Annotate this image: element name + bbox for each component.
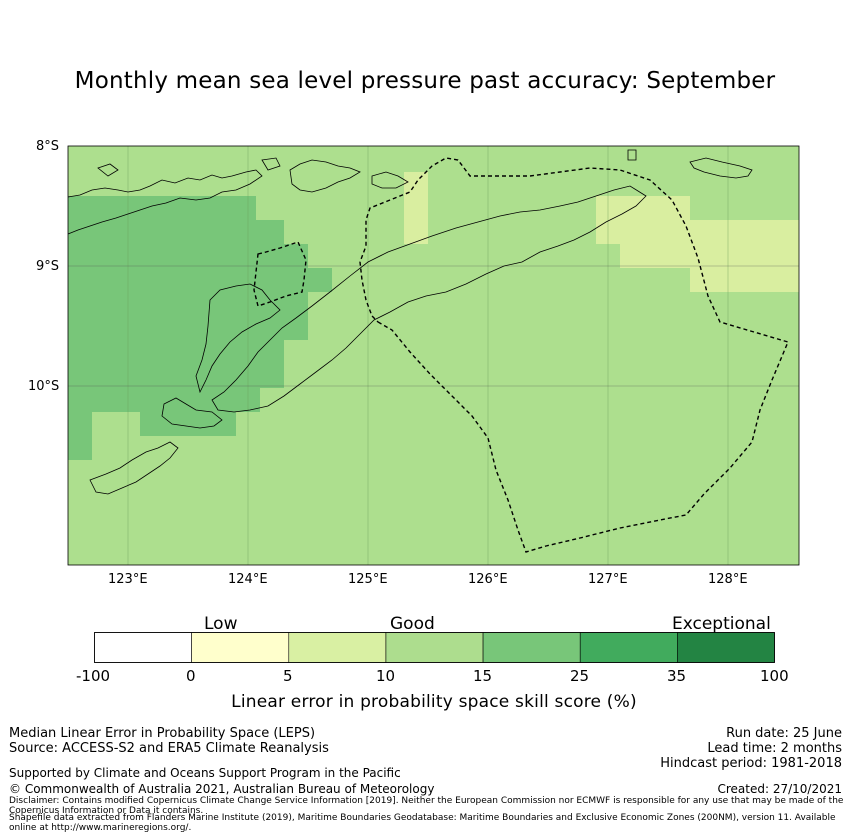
footer-method: Median Linear Error in Probability Space… [9,726,316,741]
colorbar-tick-100: 100 [760,667,789,685]
skill-cell-west-1 [68,196,256,412]
map-gridlines [68,146,799,565]
footer-shapefile: Shapefile data extracted from Flanders M… [9,813,836,833]
skill-cell-west-2 [256,220,284,388]
eez-boundary [253,157,789,553]
skill-cell-ne-4 [690,220,799,292]
lon-label-123e: 123°E [108,572,148,587]
coastline-south-islands [89,441,179,495]
colorbar-segment-0 [94,632,192,663]
footer-disclaimer: Disclaimer: Contains modified Copernicus… [9,796,844,816]
coastline-islands-ne [689,157,753,179]
map-title: Monthly mean sea level pressure past acc… [74,68,776,94]
colorbar-tick-5: 5 [283,667,293,685]
colorbar-tick-15: 15 [473,667,493,685]
coastline-sumba [161,397,223,429]
skill-cell-west-5 [140,412,236,436]
colorbar-frame [94,632,775,663]
coastline-islet-2 [261,157,281,171]
coastline-west-flores [195,283,281,394]
lat-label-10s: 10°S [28,379,60,394]
footer-lead-time: Lead time: 2 months [707,741,842,756]
footer-hindcast: Hindcast period: 1981-2018 [660,756,842,771]
skill-cells [68,146,799,565]
footer-source: Source: ACCESS-S2 and ERA5 Climate Reana… [9,741,329,756]
lon-label-124e: 124°E [228,572,268,587]
colorbar-tick-25: 25 [570,667,590,685]
footer-copyright: © Commonwealth of Australia 2021, Austra… [9,782,435,796]
colorbar-tick-10: 10 [376,667,396,685]
coastlines [67,149,753,495]
colorbar-segment-6 [677,632,775,663]
eez-boundary-timor-leste [359,157,789,553]
colorbar-segment-4 [482,632,581,663]
lon-label-128e: 128°E [708,572,748,587]
coastline-timor [211,185,647,413]
skill-cell-west-3 [284,244,308,340]
colorbar-tick-35: 35 [667,667,687,685]
footer-created: Created: 27/10/2021 [717,782,842,796]
colorbar-category-low: Low [204,614,238,634]
coastline-wetar [627,149,637,161]
lat-label-9s: 9°S [36,259,60,274]
coastline-alor [371,171,409,189]
coastline-flores [67,169,263,235]
colorbar-category-good: Good [390,614,435,634]
lon-label-125e: 125°E [348,572,388,587]
footer-run-date: Run date: 25 June [726,726,842,741]
skill-cell-ne-3 [620,244,690,268]
skill-cell-west-6 [68,412,92,460]
colorbar-segment-2 [288,632,387,663]
lat-label-8s: 8°S [36,139,60,154]
map-frame [67,145,800,566]
colorbar-tick-0: 0 [186,667,196,685]
lon-label-127e: 127°E [588,572,628,587]
colorbar-segment-3 [385,632,484,663]
eez-boundary-oecusse [253,241,307,307]
colorbar-category-exceptional: Exceptional [672,614,771,634]
colorbar [94,632,775,663]
colorbar-segments [94,632,775,663]
coastline-islands-north [289,159,361,193]
colorbar-segment-5 [579,632,678,663]
colorbar-label: Linear error in probability space skill … [231,692,637,712]
lon-label-126e: 126°E [468,572,508,587]
footer-supported: Supported by Climate and Oceans Support … [9,766,401,780]
skill-cell-west-4 [308,268,332,292]
coastline-islet-1 [97,163,119,177]
colorbar-segment-1 [191,632,290,663]
colorbar-tick-neg100: -100 [76,667,111,685]
